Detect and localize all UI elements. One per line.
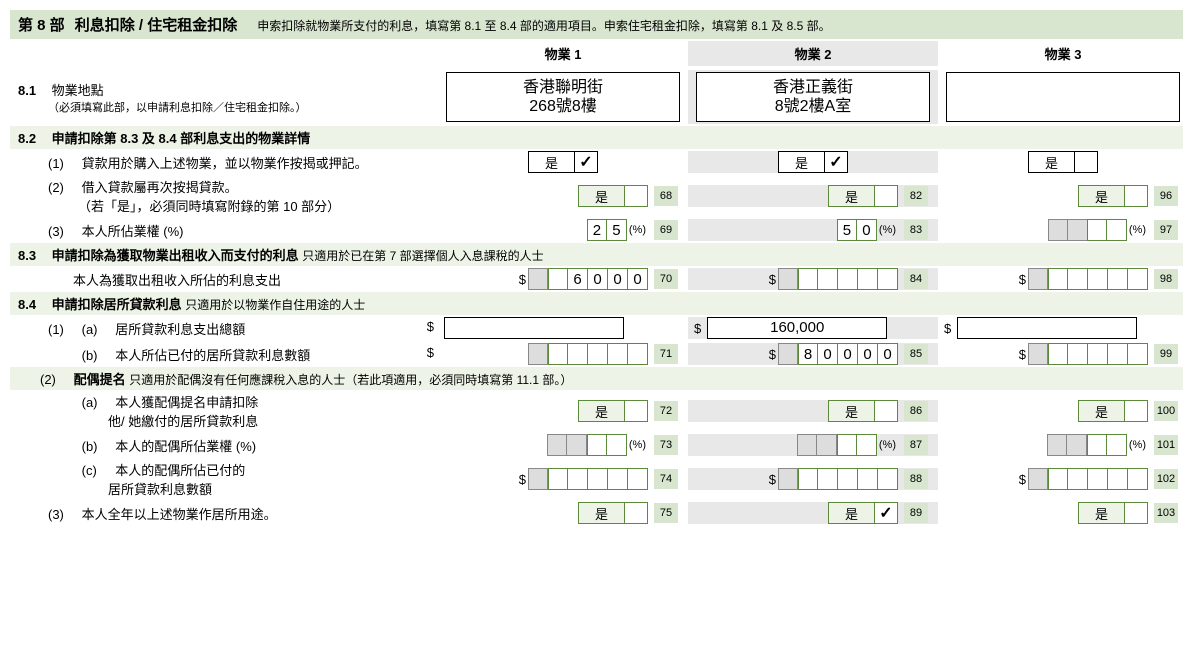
s84-1a-row: (1) (a) 居所貸款利息支出總額 $ $ 160,000 $ bbox=[10, 315, 1183, 341]
part-number: 第 8 部 bbox=[18, 14, 65, 35]
s84-b-p1[interactable] bbox=[548, 343, 648, 365]
ref-98: 98 bbox=[1154, 269, 1178, 289]
s82-q3-row: (3) 本人所佔業權 (%) 2 5 (%) 69 5 0 (%) 83 (%)… bbox=[10, 217, 1183, 243]
s82-q2-p3-checkbox[interactable]: 是 bbox=[1078, 185, 1148, 207]
part-title: 利息扣除 / 住宅租金扣除 bbox=[75, 14, 238, 35]
ref-83: 83 bbox=[904, 220, 928, 240]
s82-q2-p1-checkbox[interactable]: 是 bbox=[578, 185, 648, 207]
ref-96: 96 bbox=[1154, 186, 1178, 206]
property-1-address[interactable]: 香港聯明街 268號8樓 bbox=[446, 72, 680, 122]
s83-p2-amount[interactable] bbox=[798, 268, 898, 290]
section-8-2-header: 8.2 申請扣除第 8.3 及 8.4 部利息支出的物業詳情 bbox=[10, 126, 1183, 149]
section-8-3-header: 8.3 申請扣除為獲取物業出租收入而支付的利息 只適用於已在第 7 部選擇個人入… bbox=[10, 243, 1183, 266]
s84-b-p3[interactable] bbox=[1048, 343, 1148, 365]
ref-97: 97 bbox=[1154, 220, 1178, 240]
s84-3-p1-checkbox[interactable]: 是 bbox=[578, 502, 648, 524]
s81-num: 8.1 bbox=[18, 83, 48, 98]
property-headers-row: 物業 1 物業 2 物業 3 bbox=[10, 39, 1183, 68]
ref-86: 86 bbox=[904, 401, 928, 421]
s84-2b-p3[interactable] bbox=[1087, 434, 1127, 456]
ref-85: 85 bbox=[904, 344, 928, 364]
section-8-1: 8.1 物業地點 （必須填寫此部，以申請利息扣除／住宅租金扣除。） 香港聯明街 … bbox=[10, 68, 1183, 126]
property-3-address[interactable] bbox=[946, 72, 1180, 122]
ref-101: 101 bbox=[1154, 435, 1178, 455]
ref-73: 73 bbox=[654, 435, 678, 455]
ref-87: 87 bbox=[904, 435, 928, 455]
property-1-header: 物業 1 bbox=[438, 41, 688, 66]
s84-total-p3[interactable] bbox=[957, 317, 1137, 339]
ref-72: 72 bbox=[654, 401, 678, 421]
s84-3-p2-checkbox[interactable]: 是✓ bbox=[828, 502, 898, 524]
part-desc: 申索扣除就物業所支付的利息，填寫第 8.1 至 8.4 部的適用項目。申索住宅租… bbox=[257, 17, 830, 34]
section-8-4-header: 8.4 申請扣除居所貸款利息 只適用於以物業作自住用途的人士 bbox=[10, 292, 1183, 315]
s84-2a-row: (a) 本人獲配偶提名申請扣除 他/ 她繳付的居所貸款利息 是 72 是 86 … bbox=[10, 390, 1183, 432]
s84-2c-p2[interactable] bbox=[798, 468, 898, 490]
s82-q2-row: (2) 借入貸款屬再次按揭貸款。 （若「是」，必須同時填寫附錄的第 10 部分）… bbox=[10, 175, 1183, 217]
ref-74: 74 bbox=[654, 469, 678, 489]
s84-2c-p1[interactable] bbox=[548, 468, 648, 490]
ref-69: 69 bbox=[654, 220, 678, 240]
s82-pct-p2[interactable]: 5 0 bbox=[837, 219, 877, 241]
property-2-address[interactable]: 香港正義街 8號2樓A室 bbox=[696, 72, 930, 122]
s83-p3-amount[interactable] bbox=[1048, 268, 1148, 290]
s82-q1-p3-checkbox[interactable]: 是 bbox=[1028, 151, 1098, 173]
s81-label: 物業地點 bbox=[52, 83, 104, 98]
s82-pct-p3[interactable] bbox=[1048, 219, 1088, 241]
s84-3-row: (3) 本人全年以上述物業作居所用途。 是 75 是✓ 89 是 103 bbox=[10, 500, 1183, 526]
ref-75: 75 bbox=[654, 503, 678, 523]
s82-pct-p1[interactable]: 2 5 bbox=[587, 219, 627, 241]
ref-82: 82 bbox=[904, 186, 928, 206]
ref-70: 70 bbox=[654, 269, 678, 289]
s84-2c-p3[interactable] bbox=[1048, 468, 1148, 490]
s84-2a-p3-checkbox[interactable]: 是 bbox=[1078, 400, 1148, 422]
s84-2b-row: (b) 本人的配偶所佔業權 (%) (%) 73 (%) 87 (%) 101 bbox=[10, 432, 1183, 458]
ref-103: 103 bbox=[1154, 503, 1178, 523]
ref-88: 88 bbox=[904, 469, 928, 489]
s84-3-p3-checkbox[interactable]: 是 bbox=[1078, 502, 1148, 524]
ref-89: 89 bbox=[904, 503, 928, 523]
ref-99: 99 bbox=[1154, 344, 1178, 364]
s84-2b-p2[interactable] bbox=[837, 434, 877, 456]
s84-b-p2[interactable]: 80000 bbox=[798, 343, 898, 365]
property-2-header: 物業 2 bbox=[688, 41, 938, 66]
s84-1b-row: (b) 本人所佔已付的居所貸款利息數額 $ 71 $ 80000 85 $ 99 bbox=[10, 341, 1183, 367]
ref-100: 100 bbox=[1154, 401, 1178, 421]
ref-68: 68 bbox=[654, 186, 678, 206]
part-8-header: 第 8 部 利息扣除 / 住宅租金扣除 申索扣除就物業所支付的利息，填寫第 8.… bbox=[10, 10, 1183, 39]
ref-71: 71 bbox=[654, 344, 678, 364]
s84-2-header: (2) 配偶提名 只適用於配偶沒有任何應課稅入息的人士（若此項適用，必須同時填寫… bbox=[10, 367, 1183, 390]
s84-2a-p1-checkbox[interactable]: 是 bbox=[578, 400, 648, 422]
s83-row: 本人為獲取出租收入所佔的利息支出 $ 6000 70 $ 84 $ 98 bbox=[10, 266, 1183, 292]
s84-total-p1[interactable] bbox=[444, 317, 624, 339]
s84-total-p2[interactable]: 160,000 bbox=[707, 317, 887, 339]
property-3-header: 物業 3 bbox=[938, 41, 1188, 66]
s82-q1-p2-checkbox[interactable]: 是 ✓ bbox=[778, 151, 848, 173]
s84-2a-p2-checkbox[interactable]: 是 bbox=[828, 400, 898, 422]
ref-102: 102 bbox=[1154, 469, 1178, 489]
s82-q1-p1-checkbox[interactable]: 是 ✓ bbox=[528, 151, 598, 173]
ref-84: 84 bbox=[904, 269, 928, 289]
s82-q1-row: (1) 貸款用於購入上述物業，並以物業作按揭或押記。 是 ✓ 是 ✓ 是 bbox=[10, 149, 1183, 175]
s84-2b-p1[interactable] bbox=[587, 434, 627, 456]
s81-note: （必須填寫此部，以申請利息扣除／住宅租金扣除。） bbox=[48, 102, 307, 114]
s83-p1-amount[interactable]: 6000 bbox=[548, 268, 648, 290]
s84-2c-row: (c) 本人的配偶所佔已付的 居所貸款利息數額 $ 74 $ 88 $ 102 bbox=[10, 458, 1183, 500]
s82-q2-p2-checkbox[interactable]: 是 bbox=[828, 185, 898, 207]
